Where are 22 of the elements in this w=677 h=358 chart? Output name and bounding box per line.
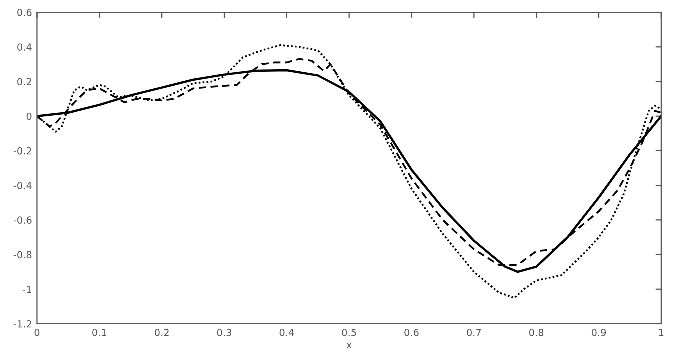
x-tick-label: 1 xyxy=(659,329,664,336)
y-tick-label: -1 xyxy=(23,286,32,294)
x-tick-label: 0 xyxy=(34,329,40,336)
x-tick-label: 0.9 xyxy=(592,329,606,336)
x-tick-label: 0.2 xyxy=(154,329,169,336)
y-tick-label: -0.2 xyxy=(14,147,32,155)
y-tick-label: -0.4 xyxy=(14,182,32,190)
y-tick-label: -0.6 xyxy=(14,216,32,224)
y-tick-label: 0.2 xyxy=(18,78,32,86)
x-tick-label: 0.5 xyxy=(342,329,356,336)
y-tick-label: 0.6 xyxy=(18,9,32,16)
x-tick-label: 0.6 xyxy=(404,329,419,336)
y-tick-label: 0 xyxy=(26,112,32,120)
x-tick-label: 0.7 xyxy=(467,329,482,336)
y-tick-label: -1.2 xyxy=(14,320,32,328)
x-tick-label: 0.1 xyxy=(92,329,106,336)
y-tick-label: -0.8 xyxy=(14,251,32,259)
x-axis-title: x xyxy=(346,343,352,348)
x-tick-label: 0.4 xyxy=(280,329,294,336)
y-tick-label: 0.4 xyxy=(18,44,32,51)
x-tick-label: 0.8 xyxy=(530,329,544,336)
x-tick-label: 0.3 xyxy=(217,329,232,336)
